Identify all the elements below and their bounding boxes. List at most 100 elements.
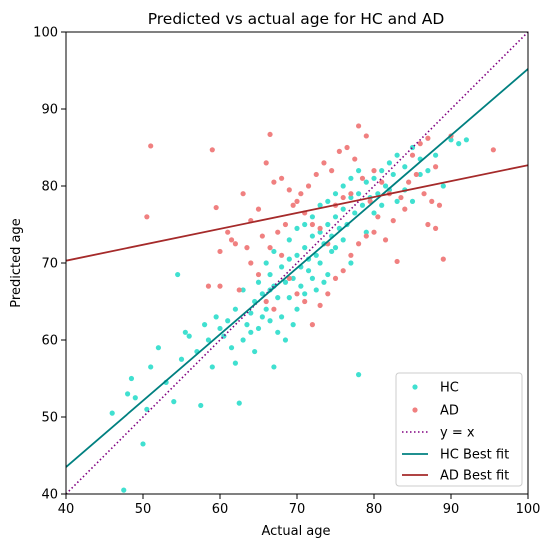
hc-point	[175, 271, 181, 278]
ad-point	[398, 194, 404, 201]
ad-point	[309, 221, 315, 228]
hc-point	[425, 168, 431, 174]
hc-point	[440, 183, 446, 189]
ad-point	[267, 245, 273, 251]
ad-fit-line	[66, 164, 528, 262]
hc-point	[309, 275, 315, 281]
hc-point	[182, 329, 188, 335]
ad-point	[240, 191, 246, 197]
ad-point	[406, 179, 412, 185]
ad-point	[302, 298, 308, 305]
ad-point	[363, 133, 369, 139]
x-tick-label: 80	[366, 502, 383, 517]
ad-point	[263, 160, 269, 166]
hc-point	[290, 322, 296, 328]
hc-point	[325, 221, 331, 228]
hc-point	[132, 395, 138, 401]
ad-point	[313, 171, 319, 178]
ad-point	[294, 198, 300, 204]
legend-hc-label: HC	[440, 381, 459, 396]
legend: HC AD y = x HC Best fit AD Best fit	[395, 372, 523, 487]
ad-point	[344, 144, 350, 151]
y-tick-label: 90	[41, 103, 58, 118]
ad-point	[440, 256, 446, 262]
hc-point	[302, 221, 308, 228]
hc-point	[148, 364, 154, 370]
ad-point	[490, 147, 496, 153]
hc-point	[255, 325, 262, 332]
ad-point	[382, 237, 389, 243]
hc-point	[402, 164, 408, 170]
ad-point	[228, 237, 235, 243]
hc-point	[302, 291, 308, 297]
ad-point	[332, 275, 339, 281]
ad-point	[298, 191, 304, 197]
hc-point	[332, 214, 339, 220]
hc-point	[178, 356, 185, 362]
ad-point	[348, 191, 354, 197]
ad-point	[317, 225, 323, 231]
hc-point	[313, 252, 319, 258]
hc-point	[271, 248, 277, 255]
axes: 40 50 60 70 80 90 100 40 50 60 70 80 90 100	[33, 26, 540, 518]
ad-point	[232, 241, 238, 247]
hc-point	[379, 168, 385, 174]
hc-point	[213, 314, 219, 320]
legend-ad-marker	[412, 407, 418, 413]
ad-point	[413, 171, 419, 178]
hc-point	[263, 306, 269, 312]
ad-point	[359, 175, 366, 181]
hc-fit-line	[66, 68, 528, 468]
hc-point	[282, 337, 289, 343]
plot-content	[66, 32, 528, 494]
hc-point	[248, 329, 254, 335]
hc-point	[309, 214, 315, 220]
ad-point	[429, 198, 435, 204]
hc-point	[394, 152, 400, 158]
hc-point	[240, 337, 246, 343]
hc-point	[140, 441, 146, 447]
ad-point	[375, 214, 381, 220]
hc-point	[271, 364, 277, 370]
hc-point	[313, 287, 319, 293]
hc-point	[248, 310, 254, 316]
hc-point	[155, 345, 161, 351]
hc-point	[356, 372, 362, 378]
ad-point	[371, 168, 377, 174]
hc-point	[348, 194, 354, 201]
hc-point	[202, 322, 208, 328]
ad-point	[340, 268, 346, 274]
ad-point	[348, 252, 354, 258]
ad-point	[275, 229, 281, 235]
hc-point	[294, 225, 300, 231]
hc-point	[302, 245, 308, 251]
hc-point	[198, 402, 204, 409]
ad-point	[255, 271, 262, 278]
ad-point	[279, 175, 285, 181]
ad-point	[321, 160, 327, 166]
hc-point	[209, 364, 215, 370]
ad-point	[371, 229, 377, 235]
hc-point	[329, 248, 335, 255]
hc-point	[332, 191, 339, 197]
hc-point	[382, 183, 389, 189]
x-tick-label: 90	[443, 502, 460, 517]
x-tick-label: 40	[58, 502, 75, 517]
ad-point	[217, 283, 223, 289]
ad-point	[394, 258, 400, 265]
hc-point	[309, 233, 315, 239]
hc-point	[448, 137, 454, 143]
ad-point	[402, 206, 408, 212]
x-tick-label: 70	[289, 502, 306, 517]
hc-point	[379, 202, 385, 208]
ad-point	[356, 123, 362, 129]
ad-point	[294, 291, 300, 297]
hc-point	[286, 237, 292, 243]
hc-point	[275, 329, 281, 335]
hc-point	[252, 348, 258, 355]
hc-point	[236, 400, 242, 406]
ad-point	[236, 287, 242, 293]
hc-point	[298, 283, 304, 289]
hc-point	[340, 206, 346, 212]
hc-point	[232, 360, 238, 366]
